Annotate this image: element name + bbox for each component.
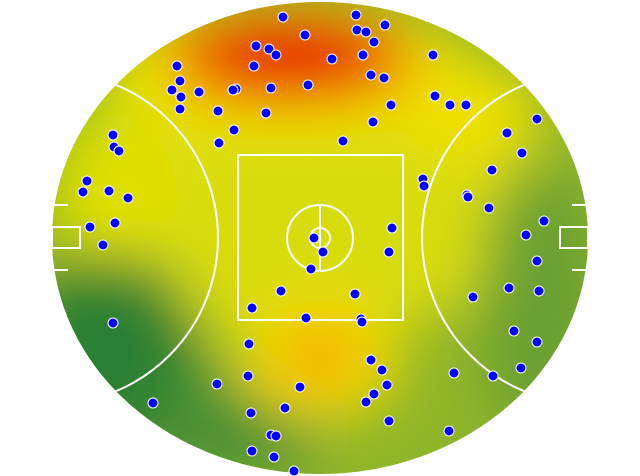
data-point: [260, 107, 272, 119]
data-point: [383, 415, 395, 427]
data-point: [365, 354, 377, 366]
data-point: [443, 425, 455, 437]
data-point: [533, 285, 545, 297]
data-point: [349, 288, 361, 300]
data-point: [515, 362, 527, 374]
data-point: [520, 229, 532, 241]
data-point: [246, 302, 258, 314]
data-point: [508, 325, 520, 337]
data-point: [317, 246, 329, 258]
data-point: [228, 124, 240, 136]
data-point: [270, 430, 282, 442]
data-point: [467, 291, 479, 303]
data-point: [174, 75, 186, 87]
data-point: [367, 116, 379, 128]
data-point: [302, 79, 314, 91]
data-point: [277, 11, 289, 23]
data-point: [211, 378, 223, 390]
data-point: [171, 60, 183, 72]
data-point: [444, 99, 456, 111]
data-point: [386, 222, 398, 234]
data-point: [113, 145, 125, 157]
data-point: [462, 191, 474, 203]
data-point: [501, 127, 513, 139]
data-point: [531, 113, 543, 125]
data-point: [531, 336, 543, 348]
data-point: [265, 82, 277, 94]
data-point: [97, 239, 109, 251]
data-point: [418, 180, 430, 192]
data-point: [77, 186, 89, 198]
data-point: [279, 402, 291, 414]
data-point: [538, 215, 550, 227]
data-point: [427, 49, 439, 61]
data-point: [193, 86, 205, 98]
data-point: [368, 388, 380, 400]
data-point: [300, 312, 312, 324]
data-point: [174, 103, 186, 115]
data-point: [175, 91, 187, 103]
data-point: [429, 90, 441, 102]
data-point: [103, 185, 115, 197]
data-point: [166, 84, 178, 96]
data-point: [275, 285, 287, 297]
data-point: [147, 397, 159, 409]
data-point: [368, 36, 380, 48]
data-point: [270, 49, 282, 61]
data-point: [365, 69, 377, 81]
data-point: [385, 99, 397, 111]
data-point: [242, 370, 254, 382]
data-point: [212, 105, 224, 117]
data-point: [486, 164, 498, 176]
data-point: [248, 60, 260, 72]
data-point: [246, 445, 258, 457]
data-point: [356, 316, 368, 328]
data-point: [243, 338, 255, 350]
data-point: [360, 26, 372, 38]
data-point: [213, 137, 225, 149]
data-point: [531, 255, 543, 267]
data-point: [308, 232, 320, 244]
data-point: [299, 29, 311, 41]
data-point: [516, 147, 528, 159]
data-point: [294, 381, 306, 393]
data-point: [81, 175, 93, 187]
data-point: [84, 221, 96, 233]
data-point: [383, 246, 395, 258]
data-point: [263, 43, 275, 55]
data-point: [326, 53, 338, 65]
data-point: [288, 465, 300, 476]
data-point: [503, 282, 515, 294]
data-point: [109, 217, 121, 229]
data-point: [107, 317, 119, 329]
data-point: [448, 367, 460, 379]
data-point: [483, 202, 495, 214]
data-point: [460, 99, 472, 111]
data-point: [227, 84, 239, 96]
data-point: [379, 19, 391, 31]
data-point: [245, 407, 257, 419]
data-point: [305, 263, 317, 275]
data-point: [337, 135, 349, 147]
data-point: [381, 379, 393, 391]
data-point: [268, 451, 280, 463]
data-point: [487, 370, 499, 382]
data-point: [122, 192, 134, 204]
data-point: [351, 24, 363, 36]
data-point: [376, 364, 388, 376]
data-point: [360, 396, 372, 408]
data-point: [357, 49, 369, 61]
data-point: [378, 72, 390, 84]
data-point: [107, 129, 119, 141]
data-point: [250, 40, 262, 52]
data-point: [350, 9, 362, 21]
